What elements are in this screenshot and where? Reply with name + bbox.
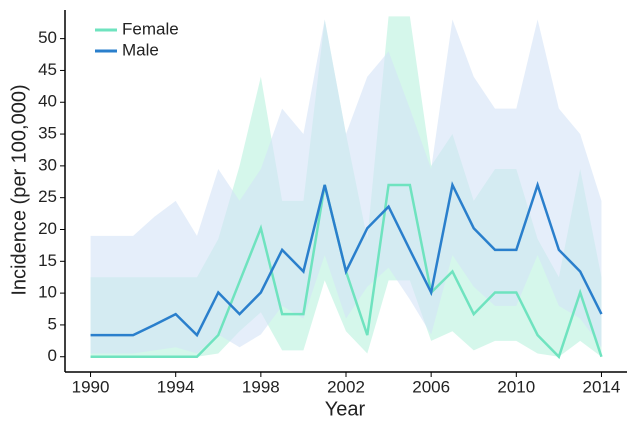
legend-label: Male [122,40,159,59]
x-tick-label: 2014 [583,377,621,396]
y-tick-label: 20 [38,219,57,238]
confidence-band [90,19,602,354]
x-axis-title: Year [325,398,366,420]
y-tick-label: 25 [38,187,57,206]
series-line [90,180,603,338]
y-tick-label: 5 [48,314,57,333]
y-tick-label: 45 [38,60,57,79]
plot-area [90,16,603,360]
y-tick-label: 10 [38,283,57,302]
y-tick-label: 15 [38,251,57,270]
y-axis-title: Incidence (per 100,000) [8,84,30,295]
x-tick-label: 1990 [72,377,110,396]
legend-label: Female [122,19,179,38]
x-tick-label: 1998 [242,377,280,396]
x-tick-label: 2002 [327,377,365,396]
x-tick-label: 1994 [157,377,195,396]
y-tick-label: 30 [38,155,57,174]
x-tick-label: 2006 [412,377,450,396]
x-tick-label: 2010 [497,377,535,396]
y-tick-label: 50 [38,28,57,47]
y-tick-label: 35 [38,124,57,143]
y-tick-label: 40 [38,92,57,111]
y-tick-label: 0 [48,346,57,365]
